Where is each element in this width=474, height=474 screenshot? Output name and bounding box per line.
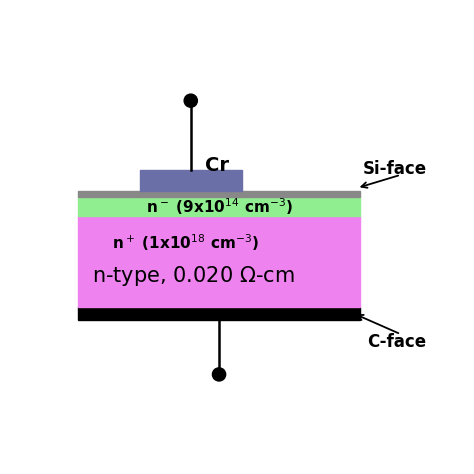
Bar	[78, 191, 360, 197]
Text: n$^-$ (9x10$^{14}$ cm$^{-3}$): n$^-$ (9x10$^{14}$ cm$^{-3}$)	[146, 196, 292, 217]
Text: Cr: Cr	[205, 156, 229, 175]
Text: Si-face: Si-face	[363, 160, 427, 178]
Text: n-type, 0.020 $\Omega$-cm: n-type, 0.020 $\Omega$-cm	[92, 264, 294, 288]
Text: n$^+$ (1x10$^{18}$ cm$^{-3}$): n$^+$ (1x10$^{18}$ cm$^{-3}$)	[111, 233, 258, 254]
Circle shape	[212, 368, 226, 381]
Bar	[78, 197, 360, 216]
Bar	[78, 216, 360, 307]
Text: C-face: C-face	[367, 333, 427, 351]
Circle shape	[184, 94, 197, 107]
Bar	[78, 307, 360, 319]
Bar	[140, 170, 242, 191]
